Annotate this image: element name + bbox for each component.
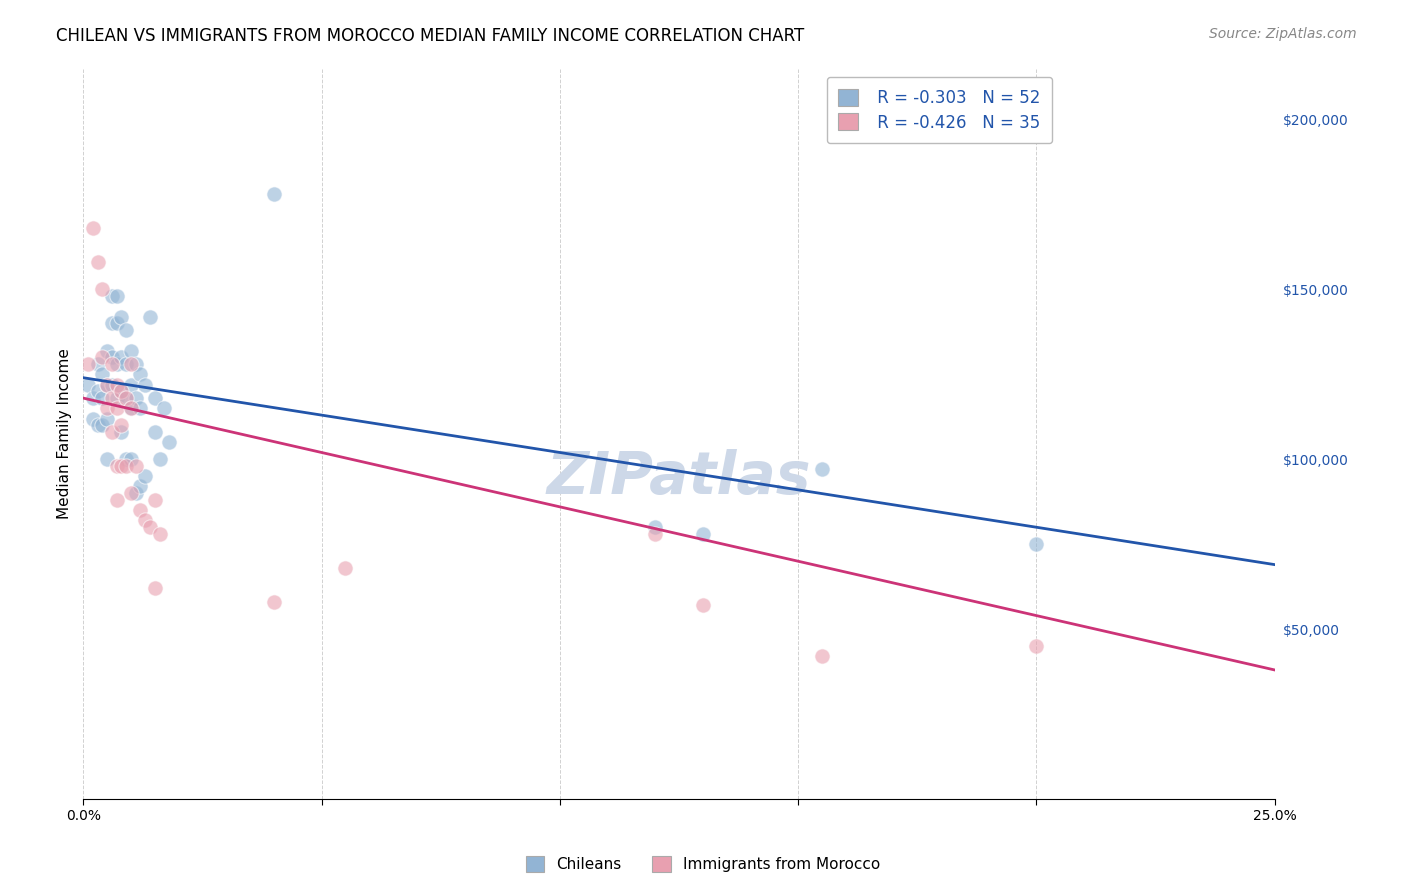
Point — [692, 527, 714, 541]
Point — [134, 377, 156, 392]
Point — [96, 377, 118, 392]
Point — [335, 561, 357, 575]
Point — [110, 418, 132, 433]
Point — [120, 343, 142, 358]
Point — [105, 401, 128, 416]
Point — [110, 425, 132, 439]
Point — [125, 459, 148, 474]
Point — [129, 401, 152, 416]
Point — [82, 221, 104, 235]
Point — [101, 377, 124, 392]
Point — [120, 486, 142, 500]
Point — [120, 452, 142, 467]
Point — [105, 391, 128, 405]
Point — [120, 357, 142, 371]
Point — [692, 599, 714, 613]
Legend:  R = -0.303   N = 52,  R = -0.426   N = 35: R = -0.303 N = 52, R = -0.426 N = 35 — [827, 77, 1052, 144]
Point — [811, 649, 834, 664]
Point — [139, 310, 162, 324]
Point — [96, 401, 118, 416]
Text: ZIPatlas: ZIPatlas — [547, 450, 811, 506]
Point — [110, 310, 132, 324]
Point — [82, 391, 104, 405]
Point — [96, 377, 118, 392]
Point — [105, 357, 128, 371]
Point — [1025, 537, 1047, 551]
Point — [101, 425, 124, 439]
Point — [263, 595, 285, 609]
Point — [129, 368, 152, 382]
Point — [101, 317, 124, 331]
Point — [1025, 639, 1047, 653]
Point — [86, 255, 108, 269]
Point — [125, 357, 148, 371]
Point — [105, 459, 128, 474]
Point — [105, 493, 128, 508]
Point — [644, 527, 666, 541]
Point — [644, 520, 666, 534]
Text: CHILEAN VS IMMIGRANTS FROM MOROCCO MEDIAN FAMILY INCOME CORRELATION CHART: CHILEAN VS IMMIGRANTS FROM MOROCCO MEDIA… — [56, 27, 804, 45]
Point — [120, 377, 142, 392]
Point — [153, 401, 176, 416]
Point — [96, 411, 118, 425]
Point — [115, 391, 138, 405]
Point — [115, 391, 138, 405]
Point — [115, 357, 138, 371]
Point — [77, 357, 100, 371]
Point — [134, 513, 156, 527]
Point — [120, 401, 142, 416]
Point — [105, 317, 128, 331]
Point — [96, 452, 118, 467]
Point — [120, 401, 142, 416]
Point — [110, 384, 132, 399]
Point — [101, 391, 124, 405]
Point — [115, 452, 138, 467]
Legend: Chileans, Immigrants from Morocco: Chileans, Immigrants from Morocco — [519, 848, 887, 880]
Point — [96, 343, 118, 358]
Point — [143, 493, 166, 508]
Point — [115, 459, 138, 474]
Point — [110, 459, 132, 474]
Point — [148, 527, 170, 541]
Point — [263, 187, 285, 202]
Point — [143, 582, 166, 596]
Point — [110, 351, 132, 365]
Point — [143, 425, 166, 439]
Point — [105, 377, 128, 392]
Point — [86, 418, 108, 433]
Point — [91, 418, 114, 433]
Point — [129, 503, 152, 517]
Point — [86, 357, 108, 371]
Text: Source: ZipAtlas.com: Source: ZipAtlas.com — [1209, 27, 1357, 41]
Point — [811, 462, 834, 476]
Point — [157, 435, 180, 450]
Point — [91, 368, 114, 382]
Point — [82, 411, 104, 425]
Point — [110, 384, 132, 399]
Point — [148, 452, 170, 467]
Point — [129, 479, 152, 493]
Point — [91, 391, 114, 405]
Point — [134, 469, 156, 483]
Point — [105, 289, 128, 303]
Point — [115, 323, 138, 337]
Point — [125, 391, 148, 405]
Point — [143, 391, 166, 405]
Point — [101, 289, 124, 303]
Point — [125, 486, 148, 500]
Point — [77, 377, 100, 392]
Y-axis label: Median Family Income: Median Family Income — [58, 349, 72, 519]
Point — [139, 520, 162, 534]
Point — [101, 351, 124, 365]
Point — [86, 384, 108, 399]
Point — [101, 357, 124, 371]
Point — [91, 351, 114, 365]
Point — [91, 282, 114, 296]
